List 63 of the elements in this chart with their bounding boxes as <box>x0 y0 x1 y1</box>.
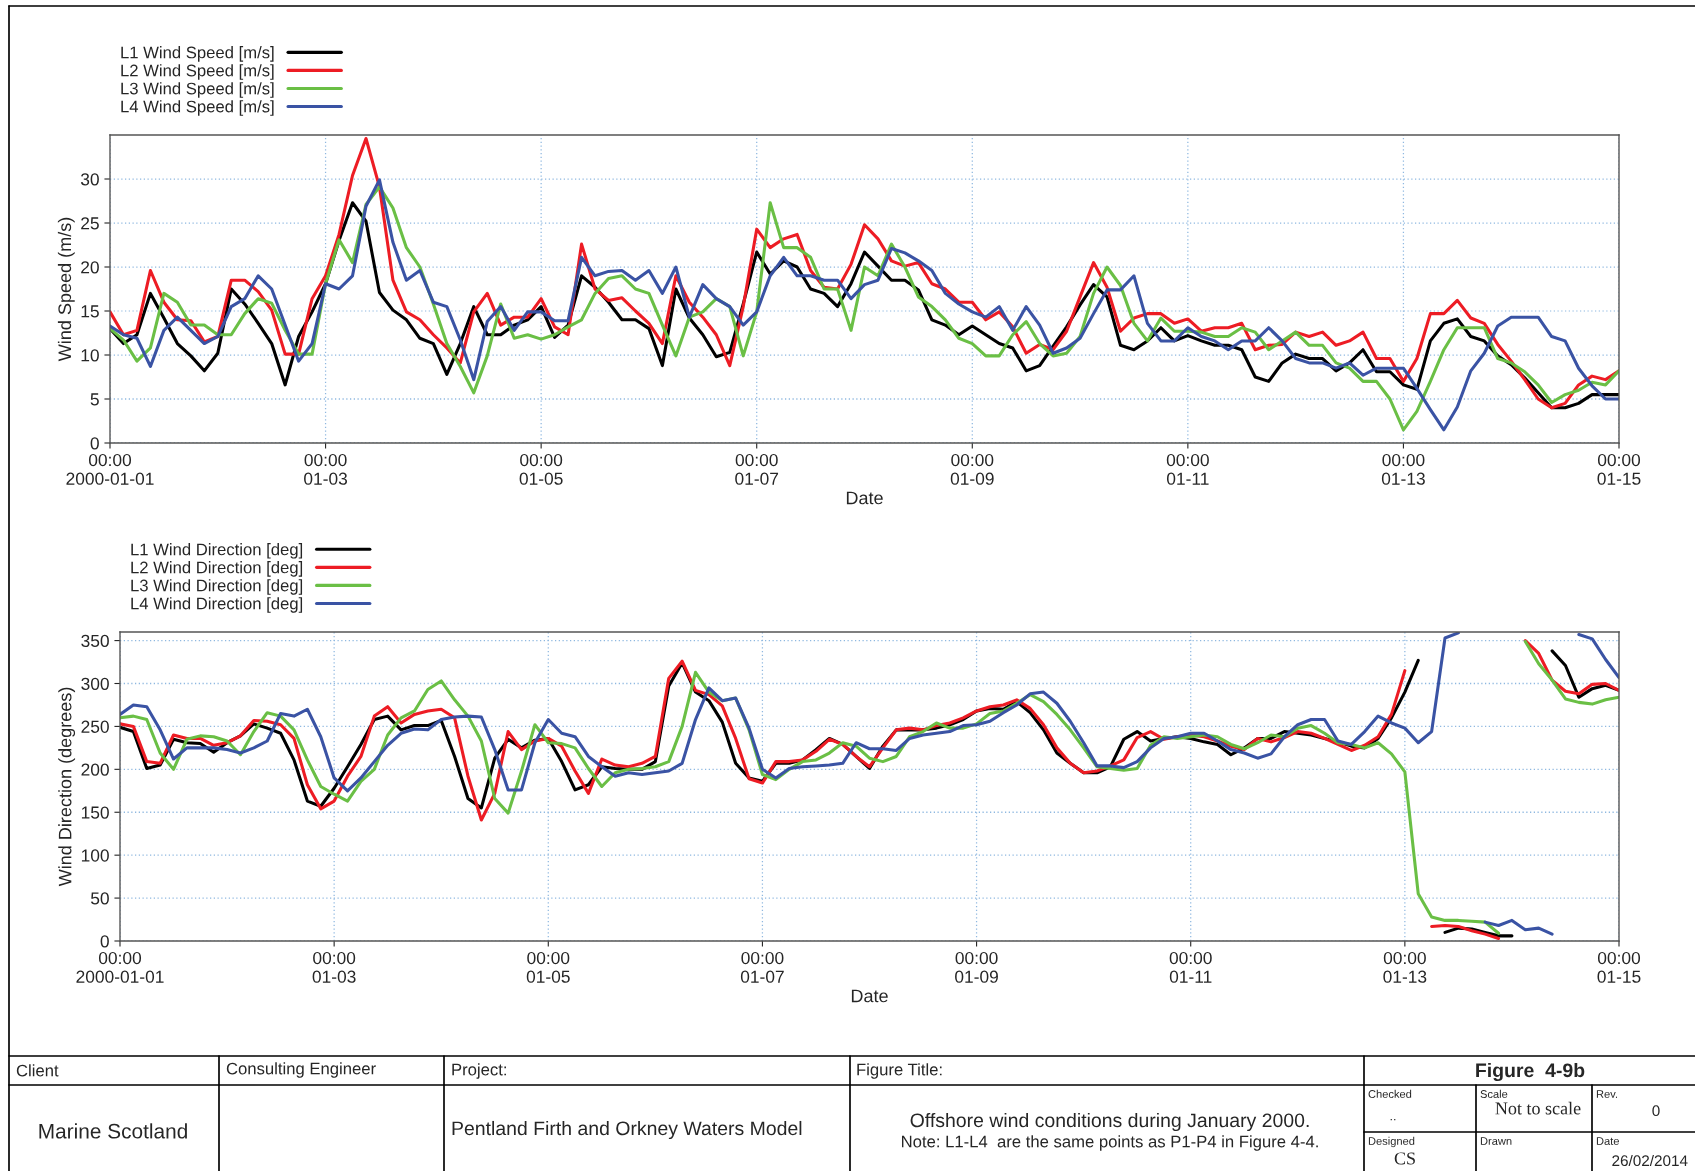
x-tick-label: 00:00 01-09 <box>955 951 998 983</box>
text: Figure Title: <box>857 1063 942 1079</box>
x-tick-label: 00:00 01-03 <box>304 453 348 485</box>
x-axis-title: Date <box>846 491 883 505</box>
legend-label: L1 Wind Speed [m/s] <box>121 46 274 62</box>
y-tick-label: 200 <box>81 763 109 776</box>
x-tick-label: 00:00 01-09 <box>950 453 994 485</box>
text: Rev. <box>1596 1090 1618 1098</box>
y-tick-label: 0 <box>100 935 109 948</box>
x-tick-label: 00:00 01-03 <box>312 951 356 983</box>
caption: Figure 4-9b <box>1476 1062 1585 1082</box>
text: Date <box>1596 1137 1619 1145</box>
x-tick-label: 00:00 01-13 <box>1383 951 1427 983</box>
y-tick-label: 5 <box>90 393 99 406</box>
x-tick-label: 00:00 2000-01-01 <box>66 453 154 485</box>
x-tick-label: 00:00 01-15 <box>1597 453 1641 485</box>
text: .. <box>1390 1118 1396 1121</box>
legend-label: L4 Wind Direction [deg] <box>131 597 303 613</box>
x-axis-title: Date <box>851 989 888 1003</box>
text: Offshore wind conditions during January 2000. <box>910 1112 1309 1132</box>
y-axis-title: Wind Speed (m/s) <box>57 217 75 362</box>
text: Note: L1-L4 are the same points as P1-P4 in Figure 4-4. <box>902 1135 1318 1151</box>
text: Checked <box>1368 1089 1412 1098</box>
x-tick-label: 00:00 01-11 <box>1166 453 1209 485</box>
x-tick-label: 00:00 01-05 <box>519 453 563 485</box>
legend-label: L2 Wind Direction [deg] <box>131 561 303 577</box>
text: Consulting Engineer <box>226 1062 376 1078</box>
text: Scale <box>1480 1089 1508 1098</box>
y-tick-label: 50 <box>90 892 109 905</box>
legend-label: L4 Wind Speed [m/s] <box>121 100 274 116</box>
x-tick-label: 00:00 01-15 <box>1597 951 1641 983</box>
text: Designed <box>1368 1136 1415 1148</box>
text: CS <box>1394 1152 1415 1165</box>
legend-label: L3 Wind Speed [m/s] <box>121 82 274 98</box>
y-tick-label: 150 <box>81 806 109 819</box>
y-tick-label: 350 <box>81 634 109 648</box>
x-tick-label: 00:00 01-11 <box>1169 951 1212 983</box>
y-tick-label: 20 <box>81 261 99 274</box>
x-tick-label: 00:00 01-05 <box>526 951 570 983</box>
x-tick-label: 00:00 2000-01-01 <box>76 951 164 983</box>
y-tick-label: 0 <box>90 437 99 450</box>
text: Project: <box>452 1063 506 1079</box>
text: 0 <box>1652 1105 1660 1117</box>
y-tick-label: 10 <box>81 349 99 362</box>
y-tick-label: 250 <box>81 720 109 733</box>
legend-label: L3 Wind Direction [deg] <box>131 579 303 595</box>
text: Not to scale <box>1495 1101 1581 1115</box>
y-tick-label: 100 <box>81 849 109 862</box>
text: Marine Scotland <box>39 1123 187 1139</box>
y-tick-label: 15 <box>81 305 99 318</box>
text: 26/02/2014 <box>1612 1154 1688 1167</box>
text: Pentland Firth and Orkney Waters Model <box>452 1120 802 1140</box>
x-tick-label: 00:00 01-07 <box>735 453 779 485</box>
y-axis-title: Wind Direction (degrees) <box>58 687 76 887</box>
y-tick-label: 25 <box>81 217 99 230</box>
legend-label: L1 Wind Direction [deg] <box>131 543 303 559</box>
text: Client <box>16 1064 59 1077</box>
y-tick-label: 300 <box>81 677 109 690</box>
y-tick-label: 30 <box>80 173 99 186</box>
x-tick-label: 00:00 01-07 <box>740 951 784 983</box>
x-tick-label: 00:00 01-13 <box>1381 453 1425 485</box>
text: Drawn <box>1480 1137 1512 1145</box>
legend-label: L2 Wind Speed [m/s] <box>121 64 274 80</box>
